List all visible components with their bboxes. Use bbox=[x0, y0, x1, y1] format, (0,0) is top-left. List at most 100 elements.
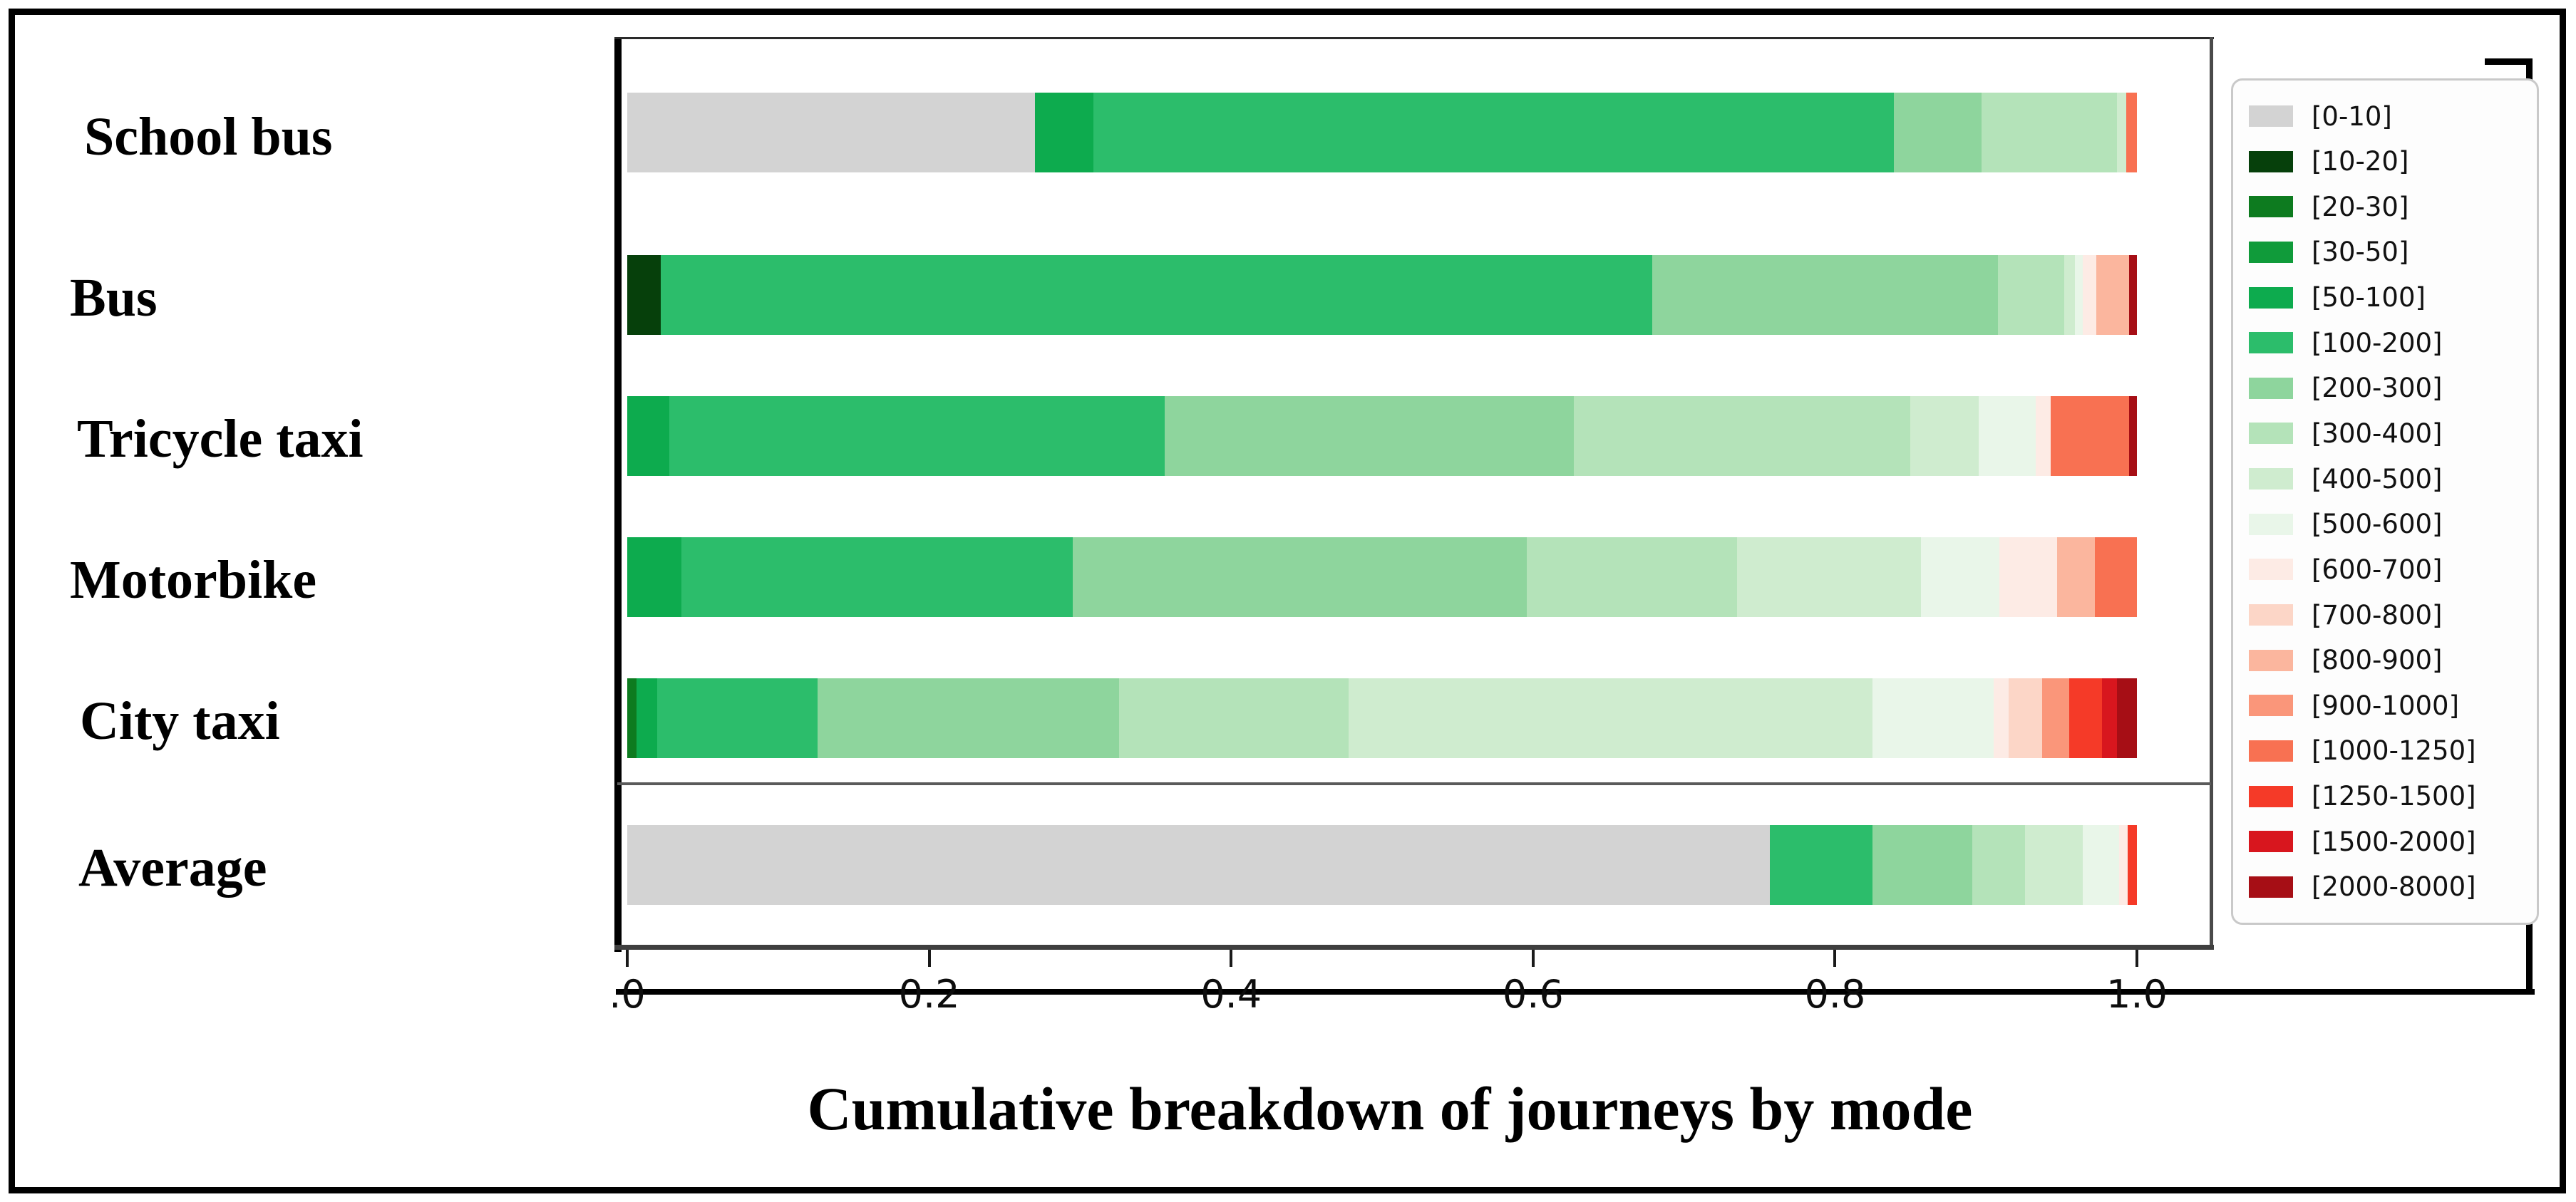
legend-label: [20-30] bbox=[2312, 191, 2409, 222]
x-tick-mark bbox=[2135, 950, 2138, 967]
bar-segment bbox=[2128, 825, 2137, 905]
bar-segment bbox=[660, 255, 1653, 335]
legend-swatch bbox=[2249, 241, 2293, 263]
legend-swatch bbox=[2249, 876, 2293, 898]
legend-item: [100-200] bbox=[2249, 321, 2537, 364]
bar-segment bbox=[2064, 255, 2076, 335]
legend-swatch bbox=[2249, 740, 2293, 762]
bar-segment bbox=[627, 678, 637, 758]
category-label: City taxi bbox=[80, 691, 280, 751]
legend-label: [1250-1500] bbox=[2312, 781, 2476, 812]
bar-segment bbox=[1998, 255, 2065, 335]
bar-segment bbox=[2036, 396, 2051, 476]
bar-segment bbox=[1770, 825, 1873, 905]
legend-swatch bbox=[2249, 377, 2293, 399]
legend-swatch bbox=[2249, 286, 2293, 309]
legend-swatch bbox=[2249, 785, 2293, 807]
bar-segment bbox=[1978, 396, 2036, 476]
bar-segment bbox=[1981, 93, 2118, 172]
legend-label: [500-600] bbox=[2312, 509, 2443, 540]
legend-label: [0-10] bbox=[2312, 100, 2392, 132]
bar-segment bbox=[2041, 678, 2069, 758]
bar-segment bbox=[1872, 825, 1973, 905]
bar-segment bbox=[1093, 93, 1894, 172]
legend-item: [1500-2000] bbox=[2249, 820, 2537, 863]
legend-label: [600-700] bbox=[2312, 554, 2443, 585]
chart-title: Cumulative breakdown of journeys by mode bbox=[807, 1074, 1973, 1143]
bar-segment bbox=[2082, 825, 2119, 905]
bar-segment bbox=[2096, 255, 2130, 335]
bar-segment bbox=[2129, 396, 2137, 476]
legend-label: [2000-8000] bbox=[2312, 871, 2476, 903]
category-label: Average bbox=[78, 838, 267, 898]
bar-segment bbox=[2102, 678, 2118, 758]
legend-swatch bbox=[2249, 559, 2293, 581]
bar-segment bbox=[2025, 825, 2083, 905]
legend-label: [1500-2000] bbox=[2312, 826, 2476, 857]
legend-item: [400-500] bbox=[2249, 457, 2537, 500]
bar-segment bbox=[2126, 93, 2137, 172]
x-tick-label: .0 bbox=[609, 972, 646, 1017]
x-tick-label: 1.0 bbox=[2106, 972, 2168, 1017]
legend-swatch bbox=[2249, 604, 2293, 626]
legend-swatch bbox=[2249, 695, 2293, 717]
row-separator-line bbox=[617, 782, 2211, 785]
legend-swatch bbox=[2249, 423, 2293, 445]
plot-top-spine bbox=[614, 37, 2214, 39]
legend-item: [0-10] bbox=[2249, 95, 2537, 138]
bar-segment bbox=[627, 537, 682, 617]
category-label: Tricycle taxi bbox=[77, 409, 364, 469]
bar-segment bbox=[1993, 678, 2009, 758]
bar-segment bbox=[627, 825, 1771, 905]
legend-item: [30-50] bbox=[2249, 231, 2537, 274]
bar-segment bbox=[1652, 255, 1999, 335]
bar-segment bbox=[669, 396, 1165, 476]
bar-segment bbox=[1999, 537, 2057, 617]
bar-segment bbox=[1165, 396, 1574, 476]
legend-label: [50-100] bbox=[2312, 282, 2426, 314]
bar-segment bbox=[1034, 93, 1094, 172]
bar-segment bbox=[1527, 537, 1737, 617]
bar-segment bbox=[2056, 537, 2095, 617]
bar-segment bbox=[2129, 255, 2137, 335]
legend-item: [500-600] bbox=[2249, 503, 2537, 546]
legend-label: [200-300] bbox=[2312, 373, 2443, 404]
legend-label: [700-800] bbox=[2312, 599, 2443, 631]
bar-segment bbox=[2117, 93, 2127, 172]
bar-segment bbox=[657, 678, 818, 758]
legend-item: [300-400] bbox=[2249, 412, 2537, 455]
legend-item: [10-20] bbox=[2249, 140, 2537, 183]
x-tick-mark bbox=[927, 950, 931, 967]
outer-border bbox=[9, 9, 2566, 1193]
x-tick-mark bbox=[626, 950, 629, 967]
bar-segment bbox=[627, 255, 661, 335]
x-axis-line bbox=[614, 945, 2214, 950]
bar-segment bbox=[627, 93, 1035, 172]
bar-segment bbox=[2094, 537, 2137, 617]
legend-label: [900-1000] bbox=[2312, 690, 2460, 721]
x-tick-mark bbox=[1833, 950, 1837, 967]
bar-segment bbox=[1894, 93, 1982, 172]
category-label: School bus bbox=[84, 107, 333, 167]
x-tick-label: 0.2 bbox=[898, 972, 960, 1017]
bar-segment bbox=[1119, 678, 1349, 758]
bar-segment bbox=[681, 537, 1073, 617]
legend-item: [700-800] bbox=[2249, 594, 2537, 636]
legend-item: [1000-1250] bbox=[2249, 730, 2537, 772]
x-tick-label: 0.8 bbox=[1804, 972, 1866, 1017]
x-tick-mark bbox=[1531, 950, 1535, 967]
bar-segment bbox=[2117, 678, 2137, 758]
legend-swatch bbox=[2249, 196, 2293, 218]
legend-item: [20-30] bbox=[2249, 185, 2537, 228]
legend-box: [0-10] [10-20] [20-30] [30-50] [50-100] [100-… bbox=[2231, 78, 2539, 925]
bar-segment bbox=[2082, 255, 2096, 335]
figure-frame-bottom-line bbox=[616, 989, 2535, 995]
x-tick-label: 0.6 bbox=[1502, 972, 1564, 1017]
bar-segment bbox=[2008, 678, 2042, 758]
legend-item: [50-100] bbox=[2249, 276, 2537, 319]
legend-label: [100-200] bbox=[2312, 327, 2443, 358]
bar-segment bbox=[2068, 678, 2103, 758]
bar-segment bbox=[1573, 396, 1911, 476]
legend-swatch bbox=[2249, 468, 2293, 490]
